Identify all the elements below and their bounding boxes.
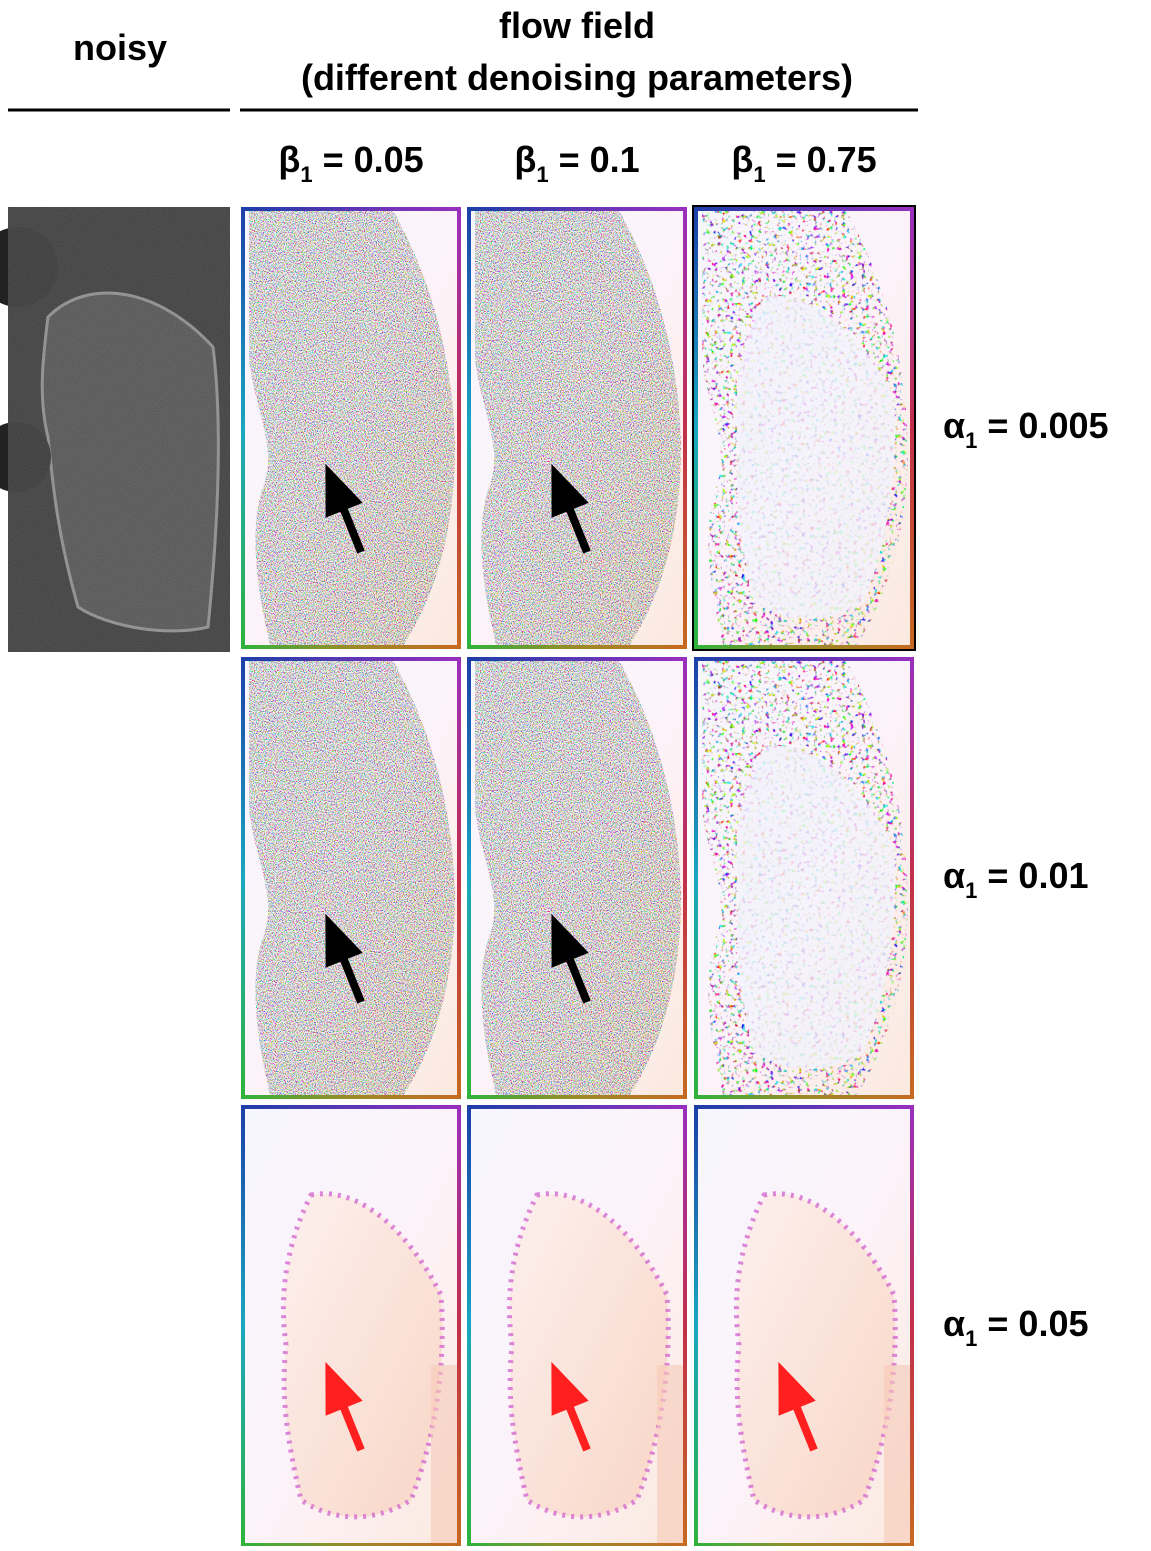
flow-panel [241,1105,461,1546]
border-top [241,1105,461,1109]
border-right [683,207,687,649]
row-label: α1 = 0.01 [943,855,1088,903]
label-subscript: 1 [965,1326,977,1351]
label-subscript: 1 [753,162,765,187]
border-bottom [241,645,461,649]
border-top [467,657,687,661]
border-left [694,657,698,1099]
label-value: = 0.05 [987,1303,1088,1344]
edge-corner [884,1365,914,1546]
label-symbol: β [514,139,536,180]
border-left [241,657,245,1099]
border-top [694,1105,914,1109]
border-left [241,1105,245,1546]
label-subscript: 1 [300,162,312,187]
flow-subheader: (different denoising parameters) [301,57,853,98]
border-bottom [467,1095,687,1099]
flow-panel [694,657,914,1099]
border-top [467,207,687,211]
border-right [683,657,687,1099]
label-symbol: α [943,1303,965,1344]
flow-panel [241,207,461,649]
figure: noisy flow field (different denoising pa… [0,0,1151,1546]
border-right [910,1105,914,1546]
label-symbol: β [731,139,753,180]
column-label: β1 = 0.1 [514,139,639,187]
border-left [241,207,245,649]
border-top [241,657,461,661]
border-left [694,207,698,649]
border-left [467,1105,471,1546]
label-subscript: 1 [965,878,977,903]
border-bottom [241,1095,461,1099]
border-right [457,657,461,1099]
flow-panel [694,1105,914,1546]
edge-corner [657,1365,687,1546]
border-top [694,207,914,211]
flow-panel [241,657,461,1099]
label-symbol: α [943,405,965,446]
noisy-image [0,207,230,652]
label-subscript: 1 [536,162,548,187]
flow-panel [467,207,687,649]
label-symbol: β [278,139,300,180]
border-right [910,657,914,1099]
flow-header: flow field [499,5,655,46]
border-top [241,207,461,211]
border-top [467,1105,687,1109]
row-label: α1 = 0.005 [943,405,1109,453]
border-bottom [694,1095,914,1099]
label-value: = 0.1 [559,139,640,180]
noisy-header: noisy [73,27,167,68]
border-top [694,657,914,661]
flow-panel [693,206,915,650]
edge-corner [431,1365,461,1546]
border-left [467,207,471,649]
border-right [457,207,461,649]
flow-panel [467,657,687,1099]
label-value: = 0.05 [323,139,424,180]
border-bottom [694,645,914,649]
border-left [467,657,471,1099]
border-right [457,1105,461,1546]
label-value: = 0.005 [987,405,1108,446]
label-value: = 0.01 [987,855,1088,896]
border-right [683,1105,687,1546]
label-subscript: 1 [965,428,977,453]
column-label: β1 = 0.75 [731,139,876,187]
label-value: = 0.75 [776,139,877,180]
label-symbol: α [943,855,965,896]
row-label: α1 = 0.05 [943,1303,1088,1351]
flow-panel [467,1105,687,1546]
column-label: β1 = 0.05 [278,139,423,187]
border-left [694,1105,698,1546]
border-bottom [467,645,687,649]
border-right [910,207,914,649]
